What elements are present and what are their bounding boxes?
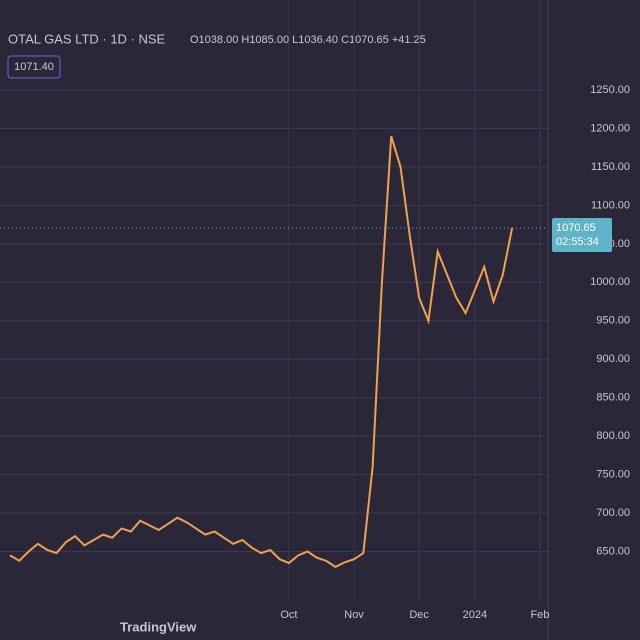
x-tick-label: Oct	[280, 609, 297, 621]
ohlc-label: O1038.00 H1085.00 L1036.40 C1070.65 +41.…	[190, 34, 426, 46]
last-price-tag	[552, 217, 612, 252]
last-price-label: 1070.65	[556, 222, 596, 234]
x-tick-label: Feb	[531, 609, 550, 621]
price-button[interactable]	[7, 55, 61, 79]
y-tick-label: 1200.00	[590, 122, 630, 134]
y-tick-label: 1000.00	[590, 276, 630, 288]
price-line	[9, 135, 514, 569]
y-tick-label: 1100.00	[591, 199, 630, 211]
x-tick-label: Nov	[344, 609, 364, 621]
y-tick-label: 950.00	[596, 315, 630, 327]
y-tick-label: 900.00	[596, 353, 630, 365]
y-tick-label: 700.00	[596, 507, 630, 519]
x-tick-label: Dec	[409, 609, 429, 621]
y-tick-label: 850.00	[596, 392, 630, 404]
x-tick-label: 2024	[463, 609, 487, 621]
chart-title: OTAL GAS LTD · 1D · NSE	[8, 31, 166, 46]
y-tick-label: 750.00	[596, 469, 630, 481]
countdown-label: 02:55:34	[556, 236, 599, 248]
y-tick-label: 1150.00	[591, 161, 630, 173]
watermark: TradingView	[120, 619, 197, 634]
y-tick-label: 1250.00	[590, 84, 630, 96]
y-tick-label: 800.00	[596, 430, 630, 442]
price-button-label[interactable]: 1071.40	[14, 61, 54, 73]
y-tick-label: 650.00	[596, 545, 630, 557]
